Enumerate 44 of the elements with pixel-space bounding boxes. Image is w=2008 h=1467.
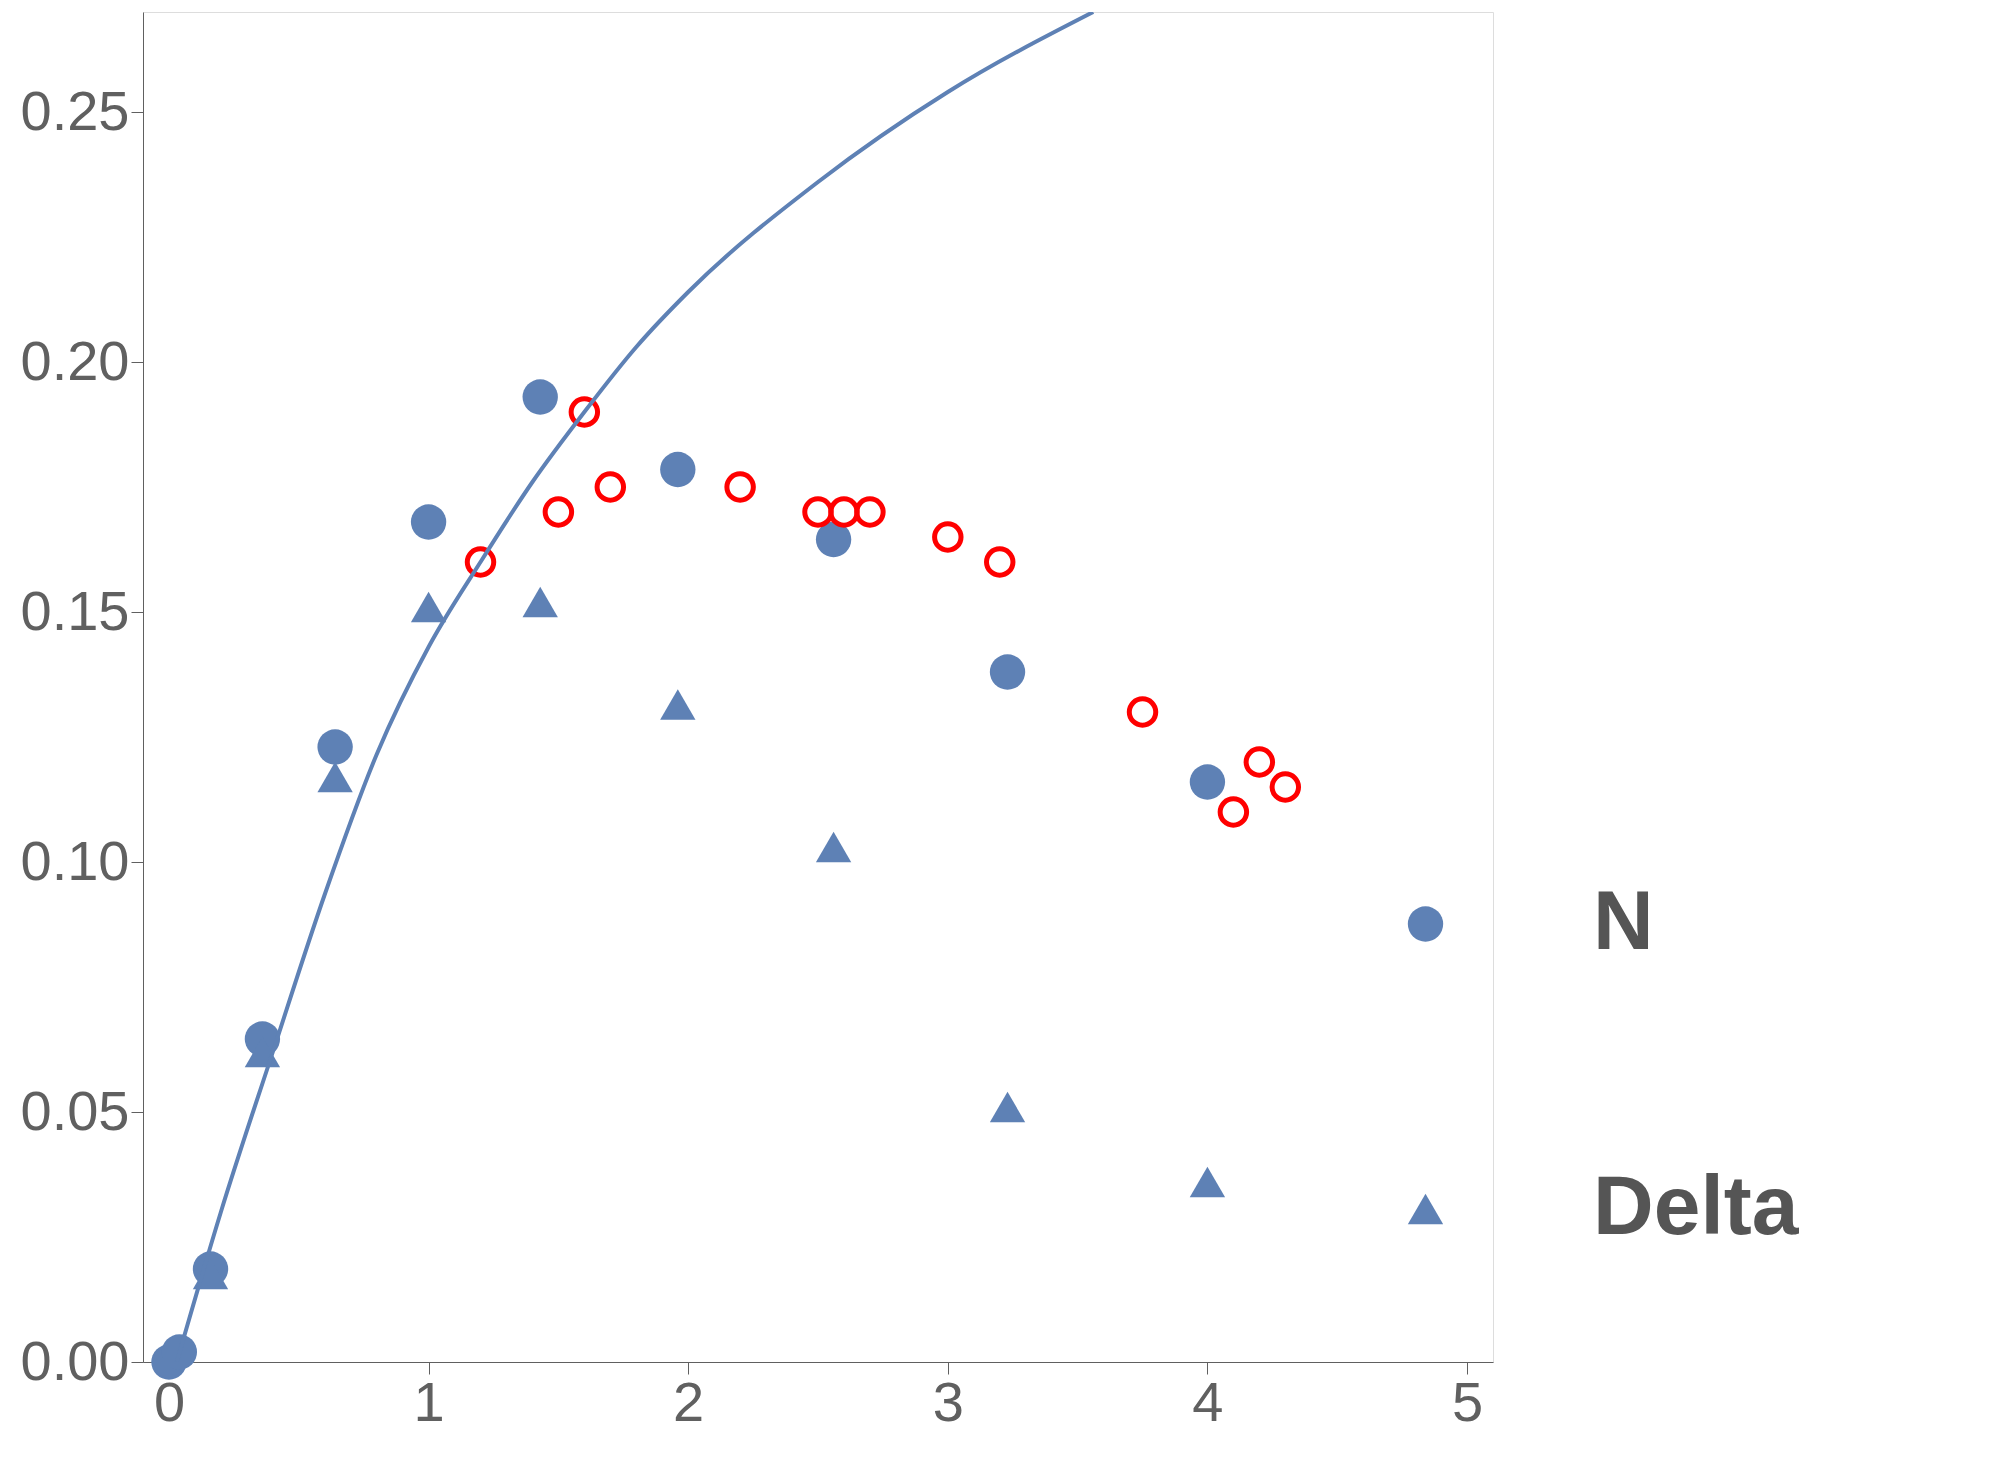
y-tick-label: 0.15 — [20, 578, 130, 642]
point — [317, 761, 353, 793]
point — [542, 496, 575, 528]
point — [932, 521, 964, 553]
y-tick-label: 0.20 — [20, 328, 130, 392]
point — [1189, 1166, 1226, 1198]
point — [410, 504, 447, 540]
point — [1407, 1193, 1444, 1225]
point — [568, 396, 601, 428]
point — [989, 1091, 1026, 1123]
point — [1407, 906, 1444, 942]
point — [815, 521, 852, 558]
point — [1269, 771, 1302, 803]
point — [802, 496, 834, 528]
point — [854, 496, 886, 528]
point — [984, 546, 1016, 578]
point — [815, 831, 852, 863]
x-tick-label: 2 — [673, 1369, 705, 1433]
y-tick-label: 0.00 — [20, 1328, 130, 1392]
point — [594, 471, 627, 503]
point — [1126, 696, 1159, 728]
point — [522, 586, 558, 618]
point — [1189, 764, 1226, 800]
x-tick-label: 5 — [1451, 1369, 1484, 1433]
point — [1217, 796, 1250, 828]
y-tick-label: 0.25 — [20, 78, 130, 142]
point — [410, 591, 447, 623]
point — [317, 729, 353, 765]
point — [724, 471, 756, 503]
series-label: Delta — [1593, 1158, 1800, 1252]
point — [464, 546, 497, 578]
y-tick-label: 0.10 — [20, 828, 130, 892]
y-tick-label: 0.05 — [20, 1078, 130, 1142]
series-label: N — [1593, 873, 1654, 967]
point — [522, 379, 558, 415]
point — [660, 451, 696, 488]
point — [989, 654, 1026, 690]
x-tick-label: 0 — [153, 1369, 186, 1433]
x-tick-label: 3 — [932, 1369, 964, 1433]
x-tick-label: 4 — [1192, 1369, 1224, 1433]
point — [660, 689, 696, 720]
x-tick-label: 1 — [413, 1369, 445, 1433]
point — [828, 496, 860, 528]
point — [1243, 746, 1276, 778]
